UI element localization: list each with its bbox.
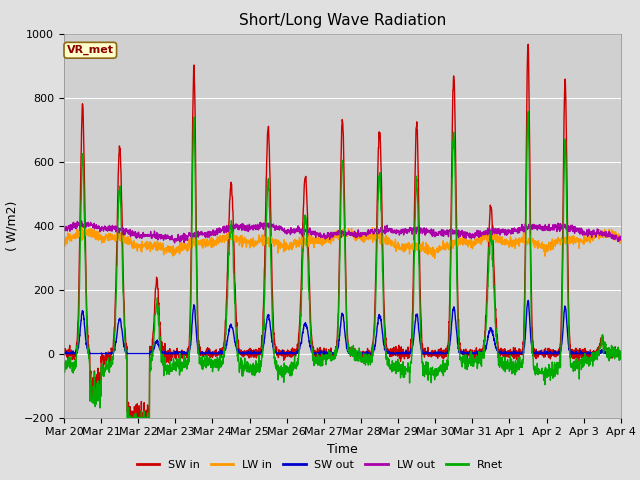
Text: VR_met: VR_met (67, 45, 114, 55)
Legend: SW in, LW in, SW out, LW out, Rnet: SW in, LW in, SW out, LW out, Rnet (132, 456, 508, 474)
X-axis label: Time: Time (327, 443, 358, 456)
Y-axis label: ( W/m2): ( W/m2) (5, 201, 18, 251)
Title: Short/Long Wave Radiation: Short/Long Wave Radiation (239, 13, 446, 28)
